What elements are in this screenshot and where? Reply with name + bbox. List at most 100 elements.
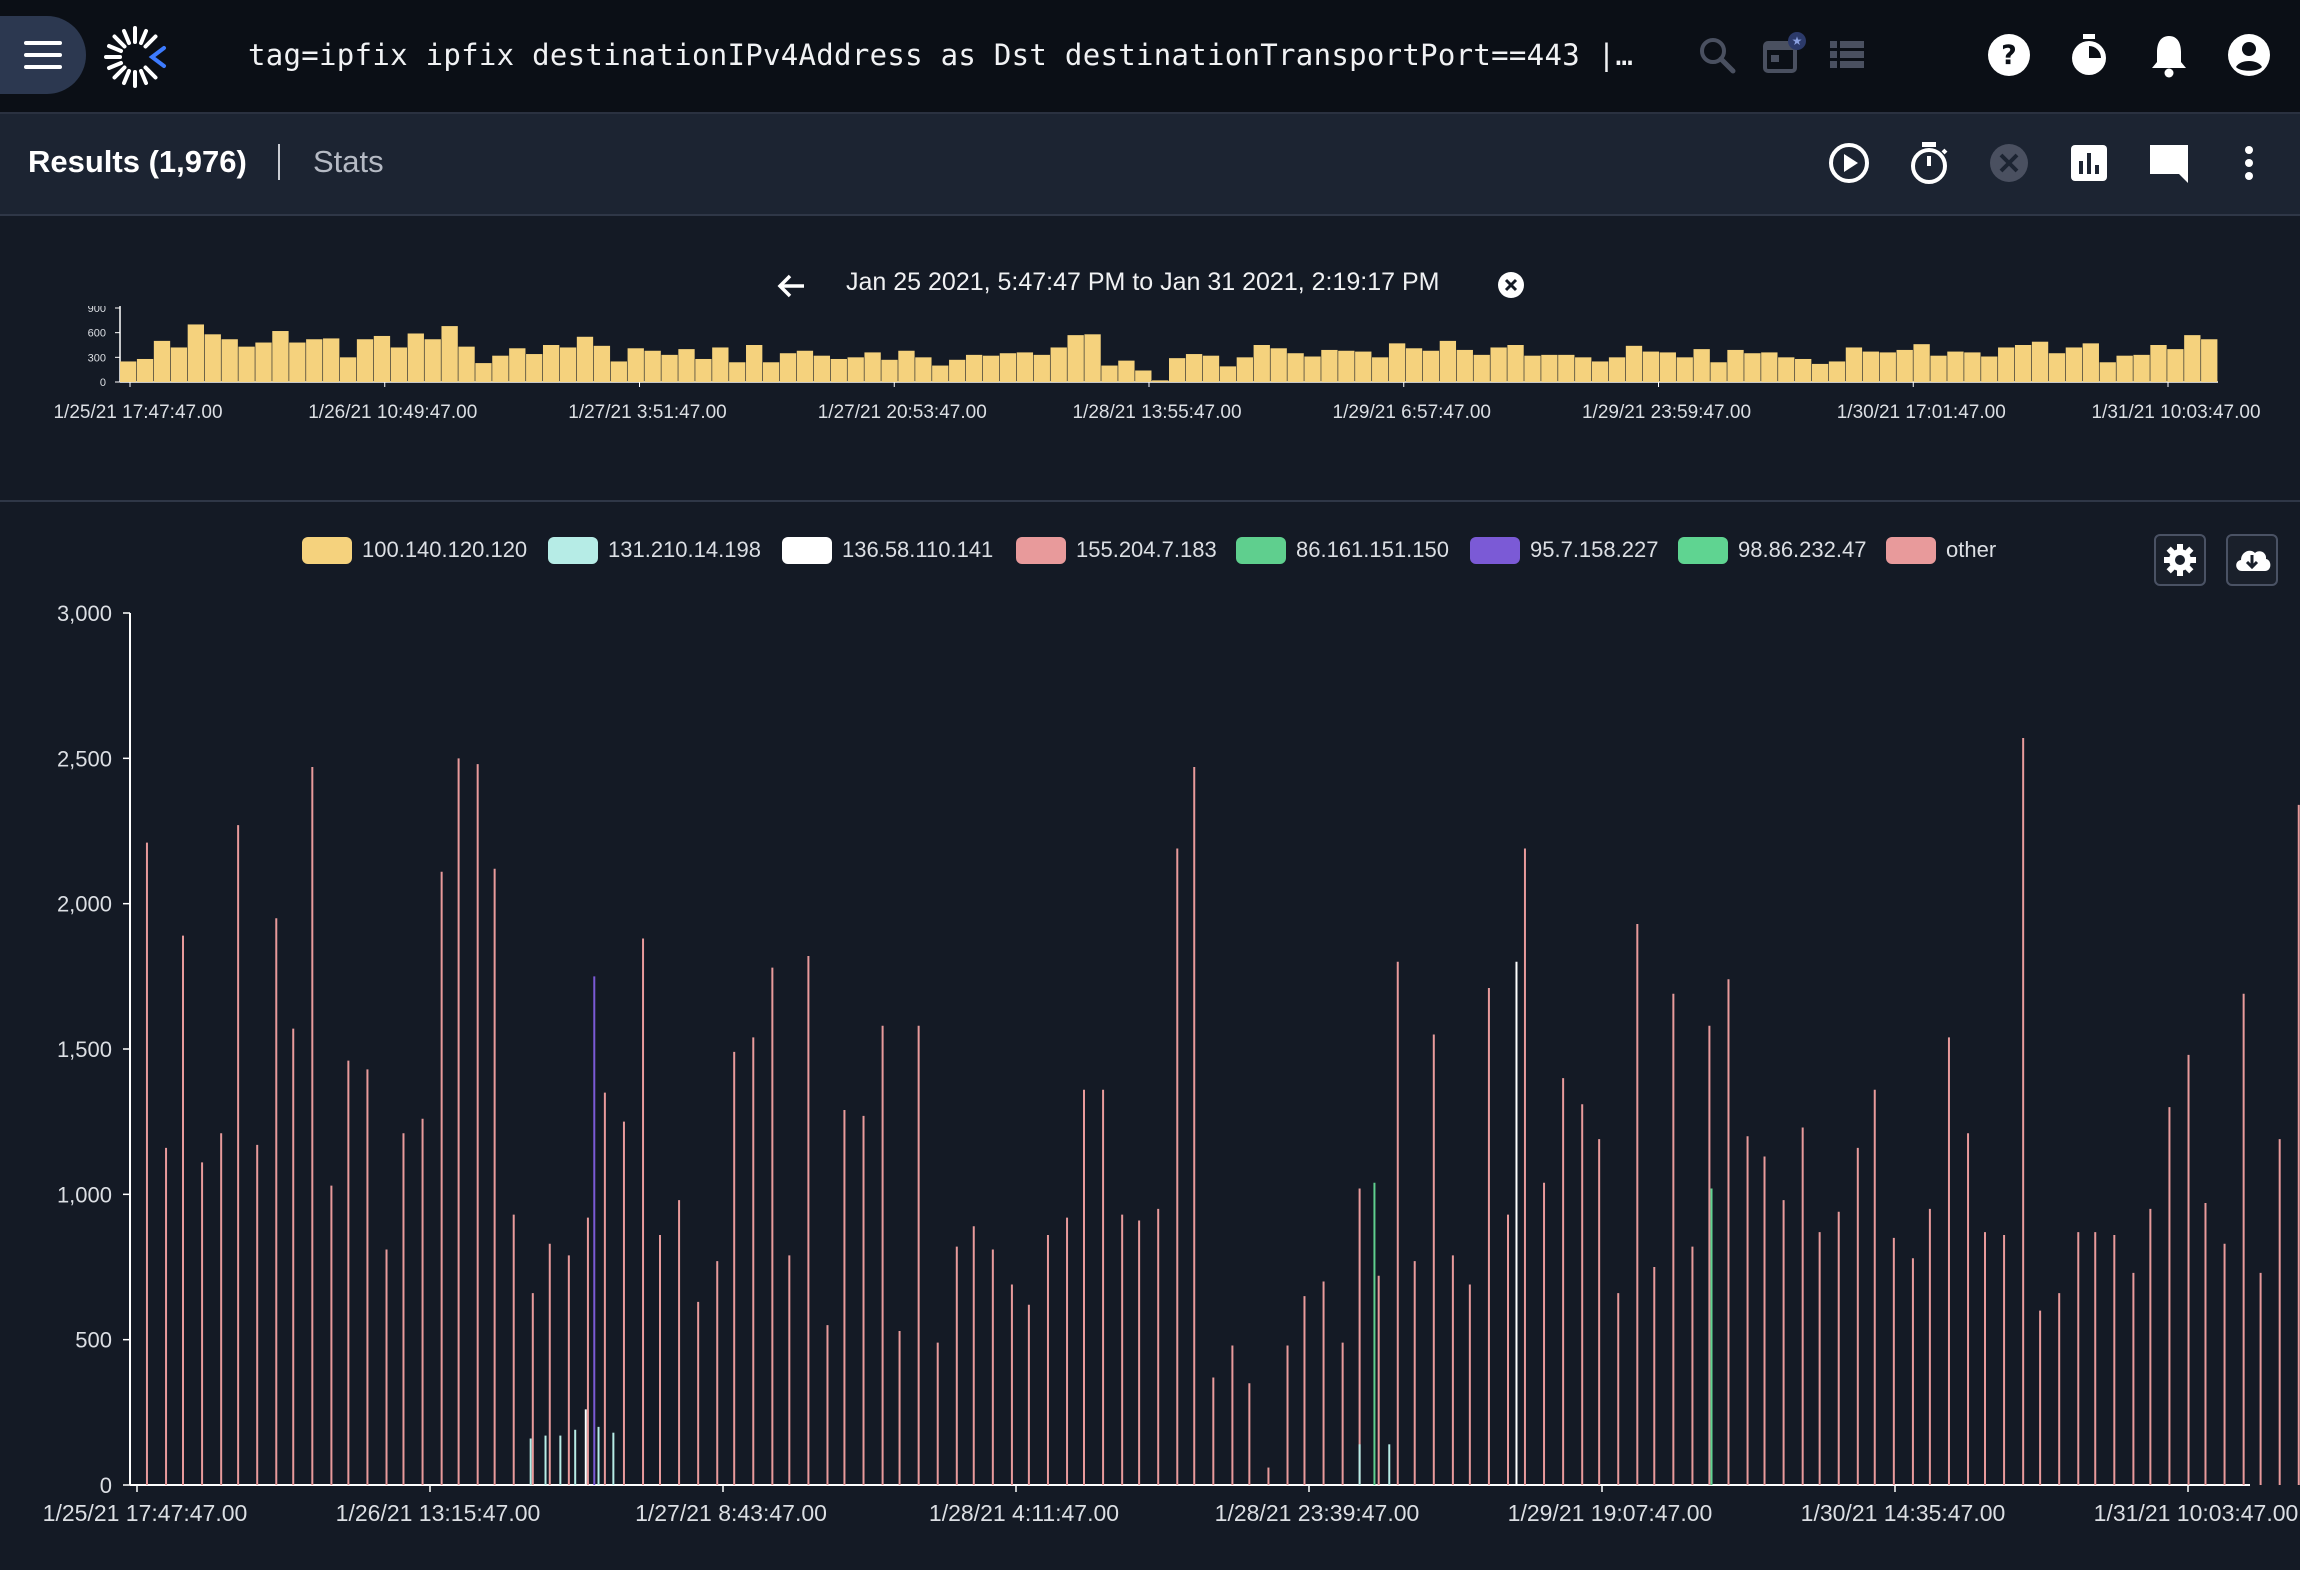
overview-bar — [1930, 355, 1947, 382]
overview-bar — [1152, 380, 1169, 382]
overview-bar — [965, 354, 983, 382]
account-icon[interactable] — [2224, 30, 2274, 80]
overview-bar — [746, 345, 763, 382]
list-icon[interactable] — [1822, 30, 1872, 80]
overview-bar — [1913, 344, 1930, 382]
overview-x-tick-label: 1/31/21 10:03:47.00 — [2091, 402, 2260, 423]
settings-icon — [2164, 544, 2196, 576]
legend-item[interactable]: 98.86.232.47 — [1678, 534, 1866, 566]
x-tick-label: 1/27/21 8:43:47.00 — [635, 1500, 827, 1526]
overview-bar — [339, 357, 357, 382]
overview-panel: Jan 25 2021, 5:47:47 PM to Jan 31 2021, … — [0, 216, 2300, 502]
overview-bar — [1270, 348, 1287, 382]
overview-bar — [289, 342, 306, 382]
overview-bar — [847, 357, 864, 382]
overview-bar — [2150, 345, 2167, 382]
legend-swatch — [1016, 536, 1066, 564]
menu-button[interactable] — [0, 16, 86, 94]
overview-bar — [2082, 343, 2099, 382]
overview-bar — [1693, 349, 1710, 382]
legend-item[interactable]: 86.161.151.150 — [1236, 534, 1449, 566]
overview-bar — [2014, 345, 2032, 382]
overview-histogram[interactable]: 900 600 300 0 1/25/21 17:47:47.00 1/26/21 10:… — [0, 306, 2300, 456]
legend-label: 95.7.158.227 — [1530, 537, 1659, 562]
help-icon[interactable]: ? — [1984, 30, 2034, 80]
overview-bar — [1202, 355, 1220, 382]
overview-bar — [1219, 366, 1237, 382]
legend-item[interactable]: 155.204.7.183 — [1016, 534, 1217, 566]
overview-bar — [458, 346, 475, 382]
overview-bar — [1169, 358, 1186, 382]
overview-bar — [881, 359, 898, 382]
overview-bar — [153, 340, 171, 382]
svg-text:★: ★ — [1792, 34, 1803, 48]
overview-bar — [1947, 351, 1964, 382]
overview-bar — [779, 353, 797, 382]
overview-bar — [2048, 353, 2066, 382]
overview-y-tick-label: 0 — [100, 377, 106, 389]
legend-item[interactable]: 131.210.14.198 — [548, 534, 761, 566]
legend-swatch — [1678, 536, 1728, 564]
legend-item[interactable]: 136.58.110.141 — [782, 534, 993, 566]
overview-bar — [1896, 349, 1913, 382]
play-icon[interactable] — [1824, 138, 1874, 188]
x-tick-label: 1/28/21 4:11:47.00 — [929, 1500, 1119, 1526]
main-chart[interactable]: 3,000 2,500 2,000 1,500 1,000 500 01/25/21 17:… — [0, 580, 2300, 1540]
overview-bar — [323, 338, 340, 382]
overview-bar — [1422, 350, 1440, 382]
legend-swatch — [1236, 536, 1286, 564]
settings-button[interactable] — [2154, 534, 2206, 586]
clear-range-icon[interactable] — [1494, 268, 1528, 302]
overview-bar — [373, 335, 391, 382]
overview-bar — [593, 345, 611, 382]
stopwatch-icon[interactable] — [1904, 138, 1954, 188]
overview-bar — [712, 347, 729, 382]
y-tick-label: 0 — [100, 1473, 112, 1498]
overview-bar — [1388, 343, 1406, 382]
cancel-icon[interactable] — [1984, 138, 2034, 188]
overview-bar — [1558, 354, 1575, 382]
overview-bar — [1050, 347, 1067, 382]
x-tick-label: 1/28/21 23:39:47.00 — [1215, 1500, 1420, 1526]
legend-item[interactable]: 95.7.158.227 — [1470, 534, 1658, 566]
overview-bar — [1625, 345, 1643, 382]
chart-icon[interactable] — [2064, 138, 2114, 188]
overview-bar — [1591, 361, 1609, 382]
overview-x-tick-label: 1/28/21 13:55:47.00 — [1072, 402, 1241, 423]
overview-x-tick-label: 1/30/21 17:01:47.00 — [1837, 402, 2006, 423]
overview-bar — [542, 345, 560, 382]
overview-bar — [695, 358, 712, 382]
download-button[interactable] — [2226, 534, 2278, 586]
logo-icon — [104, 26, 166, 88]
overview-bar — [356, 339, 374, 382]
svg-text:?: ? — [2001, 40, 2017, 71]
overview-y-tick-label: 900 — [88, 306, 106, 315]
overview-bar — [1710, 362, 1727, 382]
overview-bar — [1185, 354, 1203, 382]
tab-results[interactable]: Results (1,976) — [28, 144, 247, 179]
overview-bar — [1778, 357, 1795, 382]
comment-icon[interactable] — [2144, 138, 2194, 188]
overview-bar — [762, 362, 780, 382]
y-tick-label: 2,000 — [57, 892, 112, 917]
overview-bar — [1727, 349, 1744, 382]
query-input[interactable]: tag=ipfix ipfix destinationIPv4Address a… — [248, 38, 1638, 72]
bell-icon[interactable] — [2144, 30, 2194, 80]
more-vert-icon[interactable] — [2224, 138, 2274, 188]
legend-item[interactable]: other — [1886, 534, 1996, 566]
overview-bar — [932, 365, 949, 382]
back-arrow-icon[interactable] — [772, 266, 812, 306]
tab-stats[interactable]: Stats — [313, 144, 384, 179]
overview-bar — [1490, 347, 1507, 382]
overview-bar — [1608, 357, 1626, 382]
overview-bar — [559, 347, 577, 382]
x-tick-label: 1/29/21 19:07:47.00 — [1508, 1500, 1713, 1526]
timer-icon[interactable] — [2064, 30, 2114, 80]
overview-bar — [729, 362, 746, 382]
calendar-icon[interactable]: ★ — [1758, 30, 1808, 80]
overview-bar — [576, 336, 594, 382]
x-tick-label: 1/26/21 13:15:47.00 — [336, 1500, 541, 1526]
overview-bar — [1304, 356, 1321, 382]
legend-item[interactable]: 100.140.120.120 — [302, 534, 527, 566]
search-icon[interactable] — [1692, 30, 1742, 80]
